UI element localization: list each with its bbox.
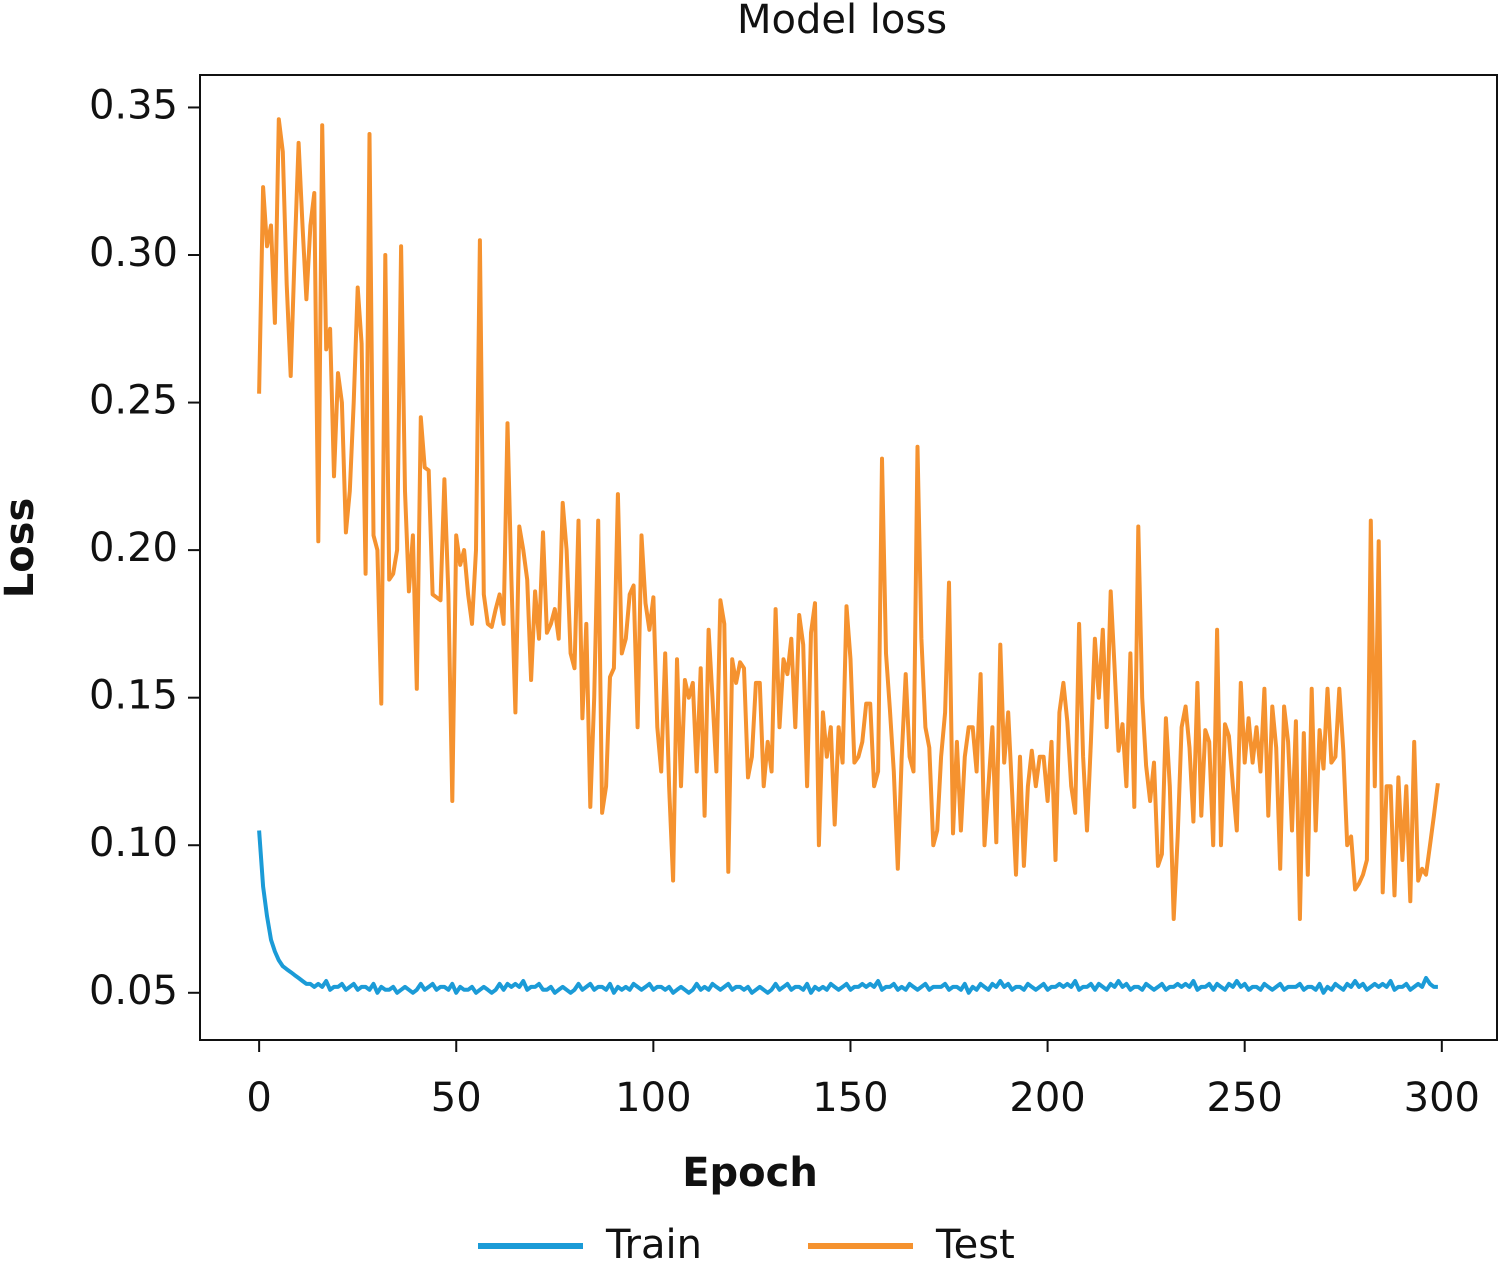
y-tick-label: 0.30	[89, 230, 178, 276]
y-tick-label: 0.35	[89, 82, 178, 128]
y-tick-label: 0.05	[89, 968, 178, 1014]
x-axis-label: Epoch	[682, 1150, 818, 1196]
x-tick-label: 100	[615, 1075, 691, 1121]
x-tick-label: 250	[1207, 1075, 1283, 1121]
series-line	[257, 830, 1438, 995]
x-tick-label: 0	[246, 1075, 271, 1121]
y-tick-label: 0.15	[89, 673, 178, 719]
y-tick-label: 0.20	[89, 525, 178, 571]
legend-label: Train	[605, 1222, 702, 1267]
x-tick-label: 300	[1404, 1075, 1480, 1121]
y-axis-label: Loss	[0, 498, 43, 599]
x-tick-label: 150	[812, 1075, 888, 1121]
y-tick-label: 0.25	[89, 378, 178, 424]
chart-title: Model loss	[737, 0, 947, 43]
plot-frame	[199, 74, 1498, 1041]
series-line	[257, 117, 1440, 921]
x-tick-label: 200	[1009, 1075, 1085, 1121]
x-tick-label: 50	[431, 1075, 482, 1121]
legend-label: Test	[935, 1222, 1015, 1267]
y-tick-label: 0.10	[89, 820, 178, 866]
